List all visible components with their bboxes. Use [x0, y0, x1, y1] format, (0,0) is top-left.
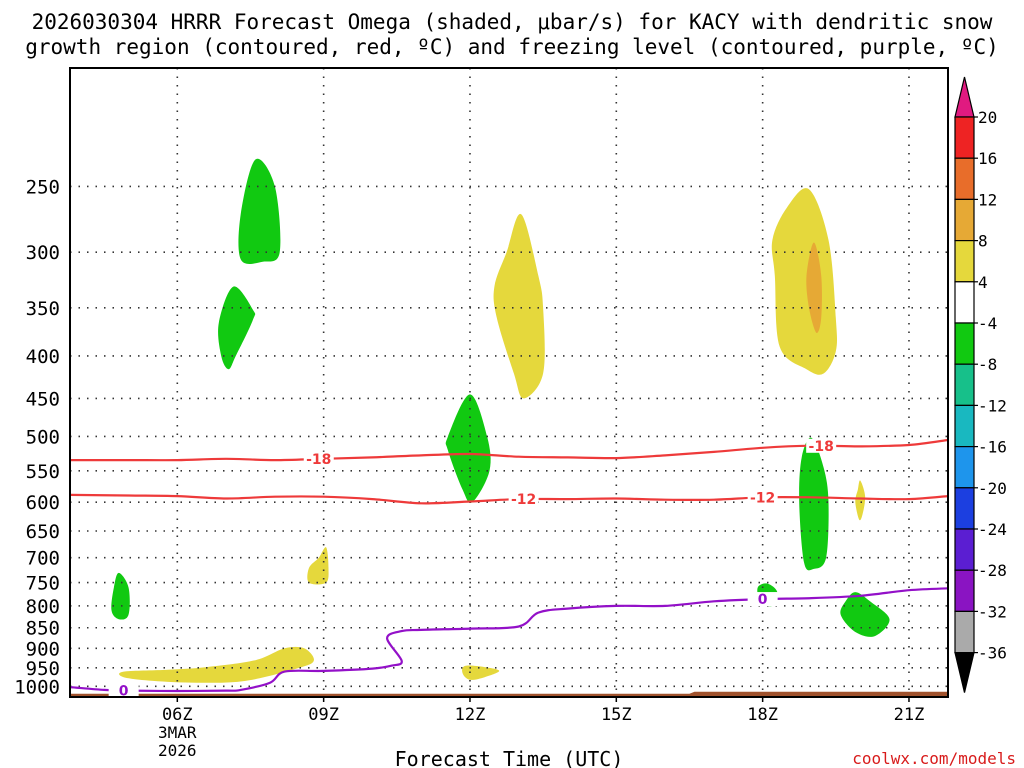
colorbar-label-3: 8	[978, 232, 988, 251]
omega-region-green-500-12z	[445, 394, 491, 503]
isotherm-label-bg-0	[303, 451, 334, 466]
x-tick-year: 2026	[158, 741, 197, 760]
omega-region-green-780-05z	[111, 572, 130, 620]
y-tick-label-550: 550	[26, 461, 60, 483]
x-tick-label-15Z: 15Z	[601, 705, 632, 725]
y-tick-label-300: 300	[26, 242, 60, 264]
x-tick-label-12Z: 12Z	[455, 705, 486, 725]
y-tick-label-450: 450	[26, 388, 60, 410]
plot-frame	[69, 67, 949, 698]
credit-text: coolwx.com/models	[852, 749, 1016, 768]
gridlines	[70, 68, 948, 697]
colorbar: 20 16 12 8 4 -4 -8 -12 -16 -20 -24 -28 -32 -36	[954, 76, 1007, 693]
colorbar-cell-10	[954, 528, 975, 571]
isotherm-label-2: -12	[511, 492, 536, 508]
omega-region-orange-330-19z	[806, 242, 822, 333]
y-tick-label-950: 950	[26, 658, 60, 680]
chart-title-line1: 2026030304 HRRR Forecast Omega (shaded, …	[31, 10, 993, 34]
colorbar-cell-4	[954, 281, 975, 324]
colorbar-label-13: -36	[978, 644, 1007, 663]
y-tick-label-900: 900	[26, 638, 60, 660]
x-tick-label-09Z: 09Z	[308, 705, 339, 725]
colorbar-label-11: -28	[978, 561, 1007, 580]
omega-shading	[111, 158, 890, 683]
colorbar-cell-11	[954, 569, 975, 613]
colorbar-label-9: -20	[978, 479, 1007, 498]
y-tick-label-500: 500	[26, 426, 60, 448]
colorbar-label-5: -4	[978, 314, 997, 333]
x-tick-date: 3MAR	[158, 723, 197, 742]
colorbar-label-8: -16	[978, 438, 1007, 457]
y-tick-label-800: 800	[26, 596, 60, 618]
colorbar-label-2: 12	[978, 190, 997, 209]
colorbar-label-10: -24	[978, 520, 1007, 539]
omega-region-green-mid-07z	[218, 286, 256, 370]
omega-region-green-600-19z	[799, 437, 829, 571]
y-tick-label-750: 750	[26, 573, 60, 595]
omega-region-yellow-950-12z	[462, 665, 500, 680]
colorbar-label-1: 16	[978, 149, 997, 168]
y-axis: 2503003504004505005506006507007508008509…	[14, 176, 60, 698]
y-tick-label-600: 600	[26, 492, 60, 514]
colorbar-top-arrow	[954, 76, 975, 118]
y-tick-label-700: 700	[26, 548, 60, 570]
colorbar-cell-5	[954, 322, 975, 365]
x-tick-label-06Z: 06Z	[162, 705, 193, 725]
omega-region-green-upper-07z	[238, 158, 281, 264]
isotherm-label-bg-2	[508, 492, 539, 507]
isotherm-label-4: 0	[119, 684, 129, 700]
y-tick-label-400: 400	[26, 346, 60, 368]
y-tick-label-650: 650	[26, 521, 60, 543]
isotherm-label-0: -18	[306, 452, 331, 468]
isotherm-label-bg-5	[747, 592, 778, 607]
colorbar-cell-2	[954, 198, 975, 242]
isotherm-label-bg-1	[806, 438, 837, 453]
x-tick-label-18Z: 18Z	[747, 705, 778, 725]
omega-region-yellow-720-09z	[307, 547, 329, 585]
isotherm-label-bg-4	[108, 683, 139, 698]
terrain	[70, 691, 948, 697]
colorbar-label-6: -8	[978, 355, 997, 374]
colorbar-label-4: 4	[978, 273, 988, 292]
omega-region-yellow-300-19z	[771, 188, 838, 375]
y-tick-label-250: 250	[26, 176, 60, 198]
colorbar-cell-0	[954, 116, 975, 159]
isotherm-label-5: 0	[758, 592, 768, 608]
colorbar-label-0: 20	[978, 108, 997, 127]
contours: -18 -18 -12 -12 0 0	[69, 438, 949, 700]
omega-region-green-800-20z	[840, 592, 890, 637]
x-tick-label-21Z: 21Z	[894, 705, 925, 725]
omega-region-yellow-950-07z	[119, 646, 314, 683]
isotherm-label-3: -12	[750, 490, 775, 506]
colorbar-bottom-arrow	[954, 652, 975, 693]
colorbar-label-7: -12	[978, 396, 1007, 415]
colorbar-label-12: -32	[978, 602, 1007, 621]
colorbar-cell-9	[954, 487, 975, 530]
colorbar-cell-12	[954, 610, 975, 654]
y-tick-label-1000: 1000	[14, 676, 60, 698]
colorbar-cell-1	[954, 157, 975, 200]
colorbar-cell-6	[954, 363, 975, 407]
y-tick-label-350: 350	[26, 298, 60, 320]
y-tick-label-850: 850	[26, 618, 60, 640]
colorbar-cell-7	[954, 404, 975, 448]
isotherm-label-bg-3	[747, 490, 778, 505]
colorbar-cell-8	[954, 446, 975, 489]
terrain-fill	[70, 691, 948, 697]
isotherm-label-1: -18	[809, 439, 834, 455]
omega-region-yellow-600-20z	[855, 480, 866, 521]
x-axis-label: Forecast Time (UTC)	[395, 747, 624, 768]
omega-region-yellow-350-13z	[493, 213, 545, 399]
colorbar-cell-3	[954, 240, 975, 283]
chart-title-line2: growth region (contoured, red, ºC) and f…	[25, 35, 999, 59]
